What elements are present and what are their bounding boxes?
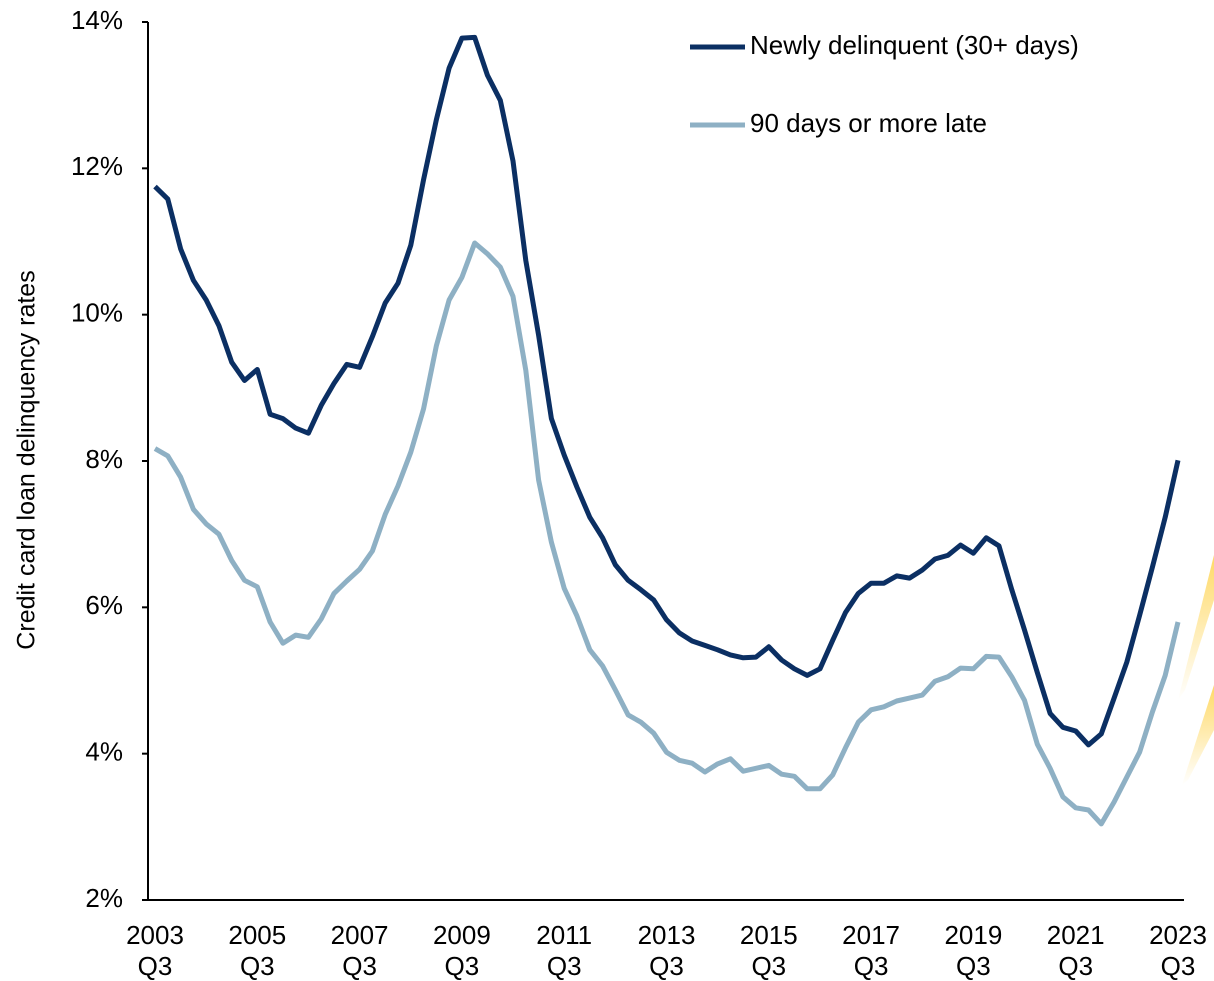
decoration <box>1178 555 1214 700</box>
x-tick-label: 2013 Q3 <box>638 920 696 981</box>
y-tick-label: 6% <box>85 590 123 620</box>
x-tick-label: 2005 Q3 <box>228 920 286 981</box>
x-tick-label: 2017 Q3 <box>842 920 900 981</box>
line-series <box>153 240 1181 827</box>
x-tick-label: 2019 Q3 <box>944 920 1002 981</box>
x-tick-label: 2009 Q3 <box>433 920 491 981</box>
y-tick-label: 2% <box>85 883 123 913</box>
x-tick-label: 2021 Q3 <box>1047 920 1105 981</box>
legend-label: Newly delinquent (30+ days) <box>750 30 1079 60</box>
y-tick-label: 14% <box>71 5 123 35</box>
x-tick-label: 2023 Q3 <box>1149 920 1207 981</box>
y-tick-label: 4% <box>85 737 123 767</box>
x-tick-label: 2007 Q3 <box>331 920 389 981</box>
decoration <box>1182 685 1214 785</box>
x-tick-label: 2003 Q3 <box>126 920 184 981</box>
x-tick-label: 2015 Q3 <box>740 920 798 981</box>
line-series <box>153 34 1181 748</box>
x-tick-label: 2011 Q3 <box>536 920 592 981</box>
y-tick-label: 12% <box>71 151 123 181</box>
legend-label: 90 days or more late <box>750 108 987 138</box>
y-tick-label: 8% <box>85 444 123 474</box>
y-tick-label: 10% <box>71 298 123 328</box>
y-axis-label: Credit card loan delinquency rates <box>13 270 41 649</box>
